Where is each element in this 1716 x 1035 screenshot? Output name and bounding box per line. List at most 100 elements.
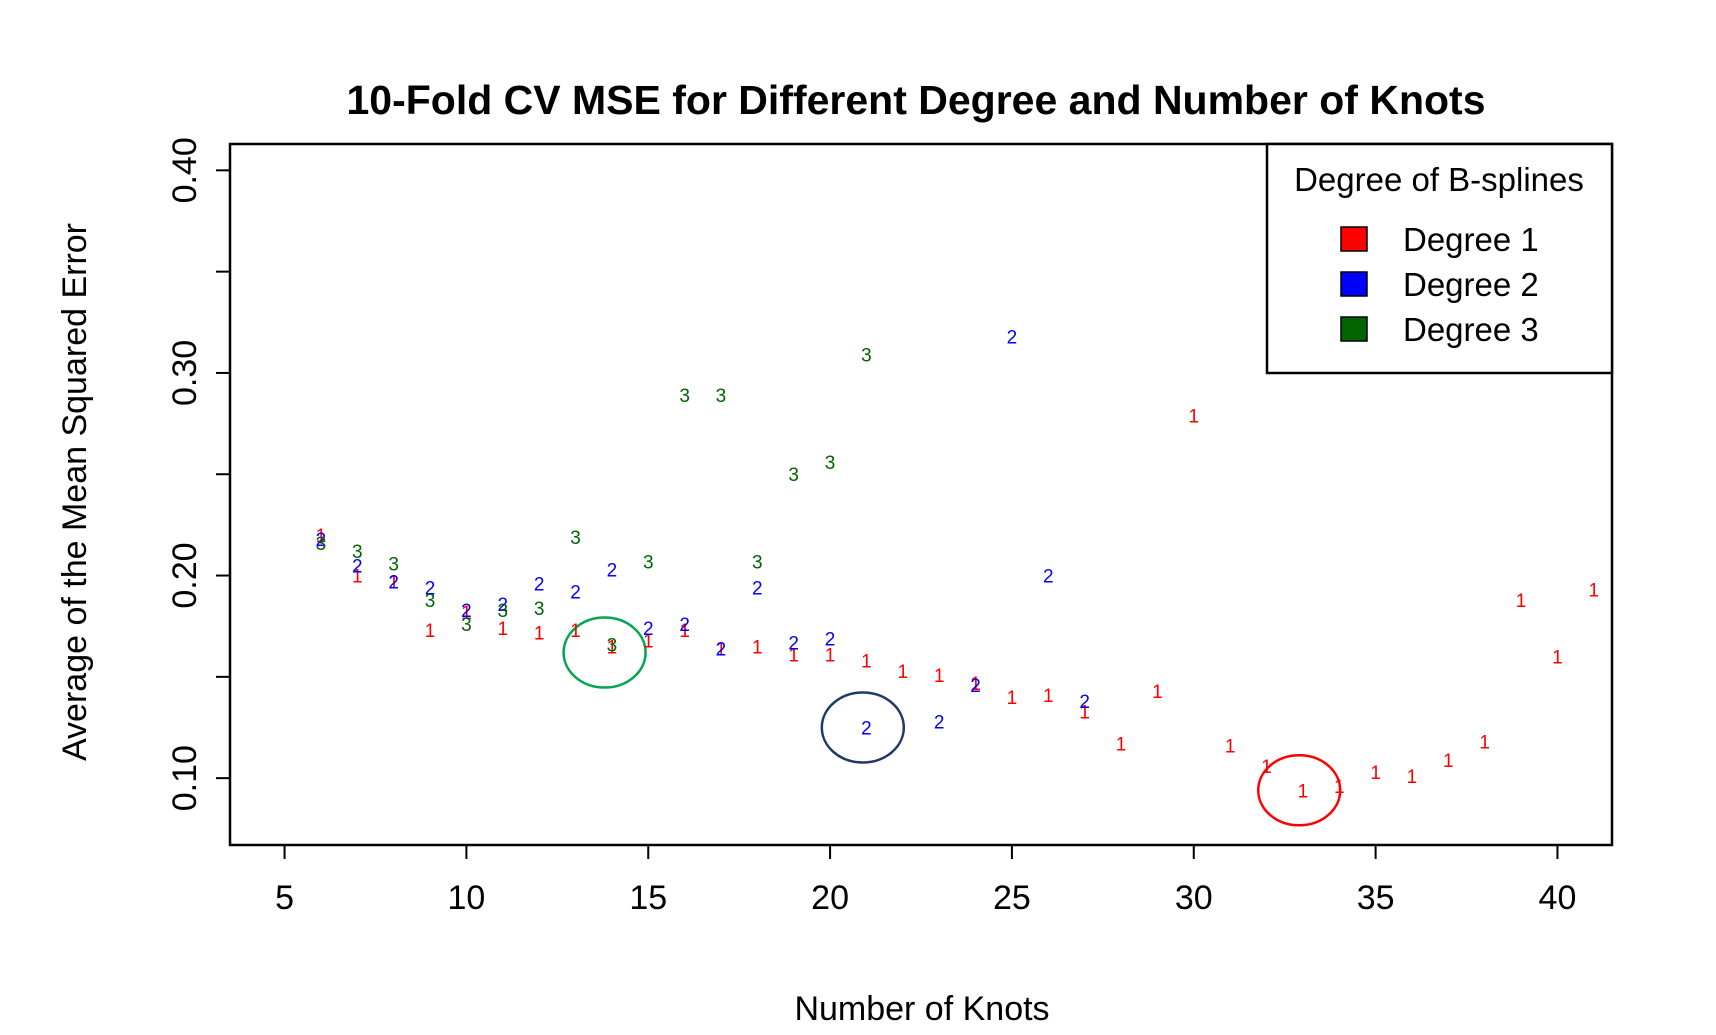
legend-swatch — [1340, 271, 1368, 297]
data-point: 1 — [352, 567, 363, 588]
data-point: 1 — [1079, 702, 1090, 723]
data-point: 2 — [934, 712, 945, 733]
x-tick-label: 25 — [993, 879, 1031, 917]
data-point: 2 — [1079, 692, 1090, 713]
data-point: 1 — [679, 621, 690, 642]
legend-label: Degree 2 — [1403, 266, 1539, 303]
data-point: 1 — [1443, 751, 1454, 772]
x-axis-label: Number of Knots — [794, 990, 1049, 1028]
data-point: 1 — [861, 652, 872, 673]
data-point: 1 — [1007, 688, 1018, 709]
y-tick-label: 0.40 — [166, 137, 204, 203]
data-point: 3 — [497, 601, 508, 622]
legend-swatch — [1340, 226, 1368, 252]
data-point: 2 — [534, 575, 545, 596]
data-point: 3 — [388, 554, 399, 575]
legend-entries: Degree 1 Degree 2 Degree 3 — [1340, 221, 1539, 348]
data-point: 1 — [1152, 682, 1163, 703]
y-tick-label: 0.10 — [166, 745, 204, 811]
data-point: 3 — [425, 591, 436, 612]
data-point: 1 — [788, 646, 799, 667]
data-point: 2 — [570, 583, 581, 604]
data-point: 1 — [898, 662, 909, 683]
legend-box — [1265, 142, 1614, 375]
highlight-ellipse — [1256, 754, 1342, 827]
data-point: 2 — [388, 573, 399, 594]
data-point: 1 — [1116, 735, 1127, 756]
y-tick-label: 0.20 — [166, 542, 204, 608]
data-point: 1 — [1261, 757, 1272, 778]
data-point: 1 — [1516, 591, 1527, 612]
highlight-ellipse — [820, 691, 906, 764]
x-tick-label: 30 — [1175, 879, 1213, 917]
x-tick-label: 15 — [629, 879, 667, 917]
data-point: 3 — [461, 615, 472, 636]
data-point: 2 — [752, 579, 763, 600]
data-point: 2 — [679, 615, 690, 636]
data-point: 2 — [352, 556, 363, 577]
highlight-ellipse — [562, 616, 647, 689]
data-point: 1 — [1188, 406, 1199, 427]
data-point: 1 — [752, 637, 763, 658]
data-point: 1 — [970, 674, 981, 695]
data-point: 1 — [425, 621, 436, 642]
x-tick-label: 10 — [447, 879, 485, 917]
data-point: 2 — [316, 530, 327, 551]
data-point: 1 — [1589, 581, 1600, 602]
data-point: 1 — [1370, 763, 1381, 784]
data-point: 2 — [461, 601, 472, 622]
x-tick-label: 35 — [1357, 879, 1395, 917]
chart-title: 10-Fold CV MSE for Different Degree and … — [347, 77, 1486, 123]
data-point: 3 — [716, 386, 727, 407]
annotations — [562, 616, 1342, 827]
x-tick-label: 20 — [811, 879, 849, 917]
data-point: 3 — [643, 552, 654, 573]
data-point: 1 — [1225, 737, 1236, 758]
data-point: 2 — [497, 595, 508, 616]
x-axis: 5 10 15 20 25 30 35 40 — [275, 844, 1577, 917]
data-point: 3 — [534, 599, 545, 620]
data-point: 2 — [970, 676, 981, 697]
data-point: 3 — [316, 534, 327, 555]
data-point: 3 — [679, 386, 690, 407]
data-point: 1 — [1407, 767, 1418, 788]
y-axis: 0.10 0.20 0.30 0.40 — [166, 137, 231, 811]
data-point: 2 — [861, 718, 872, 739]
data-point: 1 — [1298, 781, 1309, 802]
data-point: 1 — [570, 621, 581, 642]
data-point: 2 — [788, 633, 799, 654]
data-point: 1 — [1334, 777, 1345, 798]
data-point: 2 — [425, 579, 436, 600]
data-point: 3 — [861, 346, 872, 367]
data-point: 1 — [934, 666, 945, 687]
data-point: 1 — [607, 637, 618, 658]
data-point: 3 — [607, 635, 618, 656]
data-point: 3 — [788, 465, 799, 486]
series-degree-1: 1 1 1 1 1 1 1 1 1 1 1 1 1 1 1 1 1 1 1 1 1 1 1 1 1 1 1 1 1 1 1 1 1 1 1 1 — [316, 406, 1599, 802]
data-point: 3 — [752, 552, 763, 573]
x-tick-label: 5 — [275, 879, 294, 917]
data-point: 3 — [825, 453, 836, 474]
data-point: 1 — [1043, 686, 1054, 707]
legend-label: Degree 3 — [1403, 311, 1539, 348]
data-point: 1 — [1552, 648, 1563, 669]
legend-label: Degree 1 — [1403, 221, 1539, 258]
legend-title: Degree of B-splines — [1294, 161, 1584, 198]
data-point: 2 — [643, 619, 654, 640]
data-point: 1 — [497, 619, 508, 640]
data-point: 2 — [607, 560, 618, 581]
data-point: 2 — [1043, 567, 1054, 588]
data-point: 2 — [716, 639, 727, 660]
x-tick-label: 40 — [1539, 879, 1577, 917]
data-point: 3 — [352, 542, 363, 563]
data-point: 1 — [461, 603, 472, 624]
data-point: 1 — [1479, 733, 1490, 754]
series-degree-3: 3 3 3 3 3 3 3 3 3 3 3 3 3 3 3 3 — [316, 346, 872, 657]
data-point: 1 — [316, 526, 327, 547]
data-point: 1 — [643, 631, 654, 652]
data-point: 1 — [388, 573, 399, 594]
y-tick-label: 0.30 — [166, 340, 204, 406]
